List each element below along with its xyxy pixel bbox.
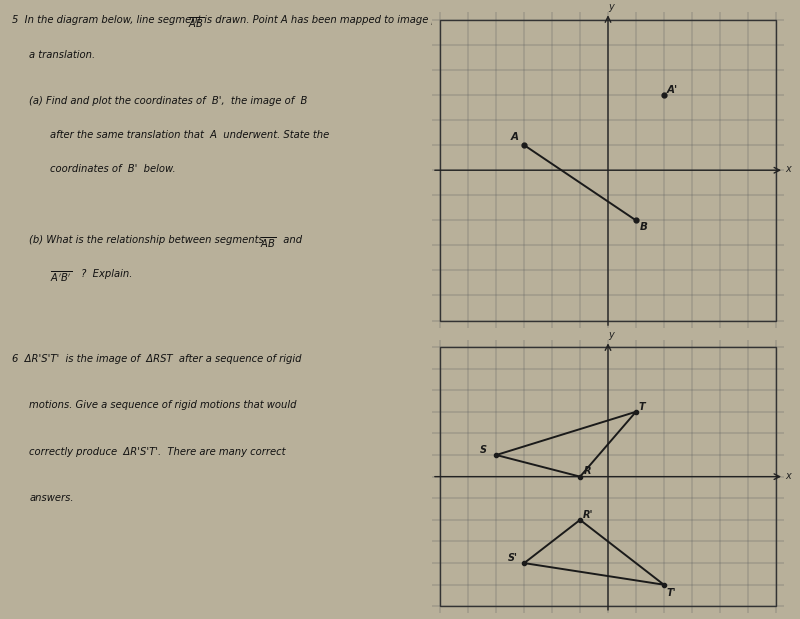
Text: R: R [584,467,592,477]
Text: x: x [786,470,791,480]
Text: 6  ΔR'S'T'  is the image of  ΔRST  after a sequence of rigid: 6 ΔR'S'T' is the image of ΔRST after a s… [12,354,302,364]
Text: ?  Explain.: ? Explain. [78,269,132,279]
Text: A: A [510,132,518,142]
Text: S: S [479,445,486,455]
Text: y: y [608,2,614,12]
Text: after the same translation that  A  underwent. State the: after the same translation that A underw… [50,130,330,140]
Text: correctly produce  ΔR'S'T'.  There are many correct: correctly produce ΔR'S'T'. There are man… [30,447,286,457]
Text: R': R' [583,509,594,520]
Text: $\overline{AB}$: $\overline{AB}$ [188,15,205,30]
Text: (b) What is the relationship between segments: (b) What is the relationship between seg… [30,235,264,245]
Text: B: B [640,222,648,232]
Text: (a) Find and plot the coordinates of  B',  the image of  B: (a) Find and plot the coordinates of B',… [30,96,307,106]
Text: S': S' [507,553,518,563]
Text: coordinates of  B'  below.: coordinates of B' below. [50,164,176,174]
Text: T: T [638,402,646,412]
Text: 5  In the diagram below, line segment: 5 In the diagram below, line segment [12,15,202,25]
Text: $\overline{A'B'}$: $\overline{A'B'}$ [50,269,73,284]
Text: A': A' [666,85,678,95]
Text: y: y [608,331,614,340]
Text: T': T' [666,587,676,597]
Text: answers.: answers. [30,493,74,503]
Text: motions. Give a sequence of rigid motions that would: motions. Give a sequence of rigid motion… [30,400,297,410]
Text: a translation.: a translation. [30,50,95,59]
Text: is drawn. Point A has been mapped to image point  A'  by the use of: is drawn. Point A has been mapped to ima… [201,15,545,25]
Text: and: and [278,235,302,245]
Text: $\overline{AB}$: $\overline{AB}$ [260,235,277,250]
Text: x: x [786,164,791,174]
